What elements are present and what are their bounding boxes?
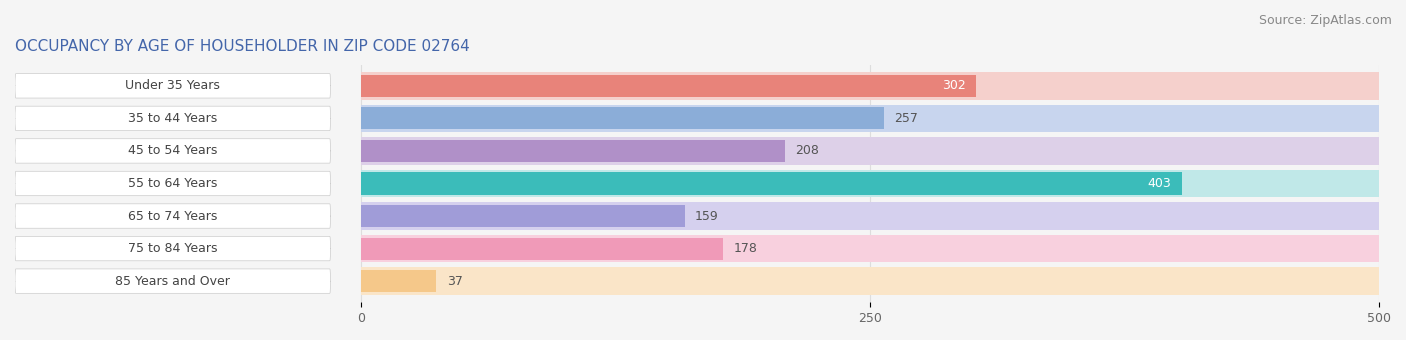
- Bar: [361, 267, 1379, 295]
- Bar: [361, 270, 436, 292]
- Bar: [361, 172, 1181, 194]
- Text: OCCUPANCY BY AGE OF HOUSEHOLDER IN ZIP CODE 02764: OCCUPANCY BY AGE OF HOUSEHOLDER IN ZIP C…: [15, 39, 470, 54]
- Text: 85 Years and Over: 85 Years and Over: [115, 275, 231, 288]
- Text: 257: 257: [894, 112, 918, 125]
- Text: 75 to 84 Years: 75 to 84 Years: [128, 242, 218, 255]
- FancyBboxPatch shape: [15, 236, 330, 261]
- FancyBboxPatch shape: [15, 106, 330, 131]
- Bar: [361, 202, 1379, 230]
- Text: 159: 159: [695, 209, 718, 222]
- Bar: [361, 238, 724, 260]
- Text: 403: 403: [1147, 177, 1171, 190]
- FancyBboxPatch shape: [15, 204, 330, 228]
- Bar: [361, 235, 1379, 262]
- Text: 45 to 54 Years: 45 to 54 Years: [128, 144, 218, 157]
- Text: 302: 302: [942, 79, 966, 92]
- Bar: [361, 140, 785, 162]
- FancyBboxPatch shape: [15, 139, 330, 163]
- Text: 65 to 74 Years: 65 to 74 Years: [128, 209, 218, 222]
- Bar: [361, 72, 1379, 100]
- Text: Under 35 Years: Under 35 Years: [125, 79, 221, 92]
- Text: 37: 37: [447, 275, 463, 288]
- Bar: [361, 75, 976, 97]
- Text: 178: 178: [734, 242, 758, 255]
- FancyBboxPatch shape: [15, 74, 330, 98]
- Text: Source: ZipAtlas.com: Source: ZipAtlas.com: [1258, 14, 1392, 27]
- Bar: [361, 170, 1379, 197]
- Bar: [361, 107, 884, 130]
- Bar: [361, 205, 685, 227]
- FancyBboxPatch shape: [15, 269, 330, 293]
- Bar: [361, 137, 1379, 165]
- Text: 208: 208: [794, 144, 818, 157]
- FancyBboxPatch shape: [15, 171, 330, 196]
- Text: 55 to 64 Years: 55 to 64 Years: [128, 177, 218, 190]
- Bar: [361, 105, 1379, 132]
- Text: 35 to 44 Years: 35 to 44 Years: [128, 112, 218, 125]
